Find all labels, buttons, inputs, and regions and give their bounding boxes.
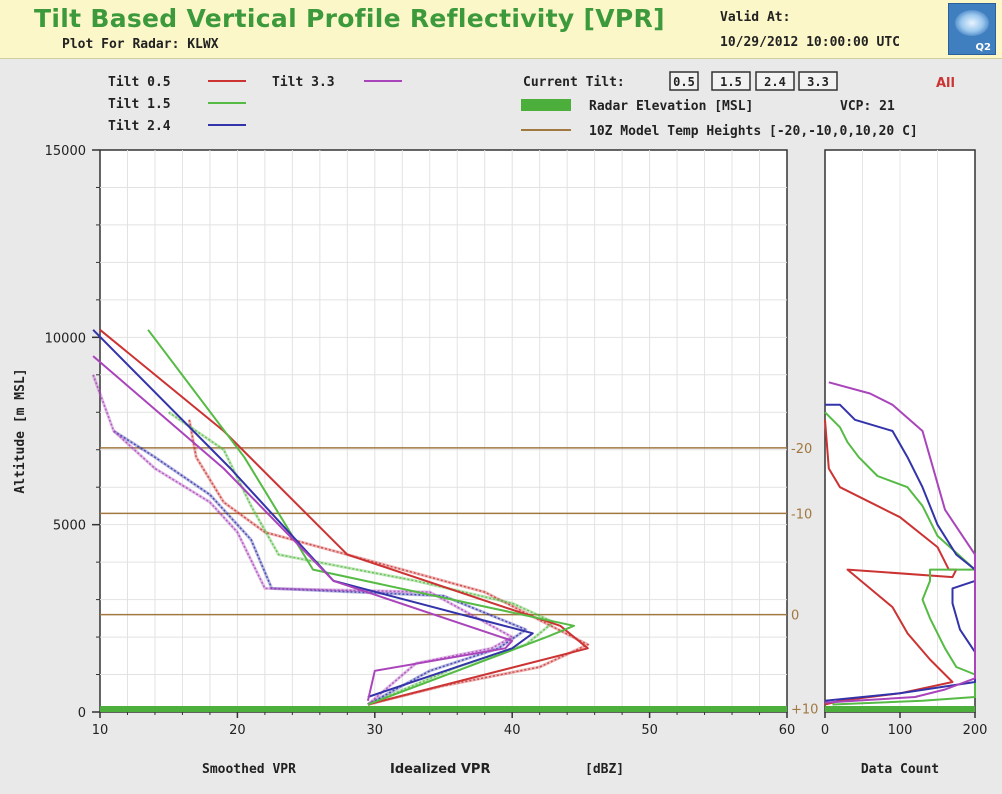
- x-tick-label: 50: [641, 723, 658, 738]
- vpr-grid: [100, 150, 787, 712]
- legend-label-tilt-3-3: Tilt 3.3: [272, 75, 335, 90]
- radar-elevation-bar: [100, 706, 787, 712]
- tilt-button-2-4-label: 2.4: [764, 75, 786, 89]
- x-axis-label-units: [dBZ]: [585, 762, 624, 777]
- x-tick-label: 10: [92, 723, 109, 738]
- data-count-axis-label: Data Count: [861, 762, 939, 777]
- radar-elevation-label: Radar Elevation [MSL]: [589, 99, 753, 114]
- vcp-label: VCP: 21: [840, 99, 895, 114]
- q2-logo-text: Q2: [975, 42, 991, 53]
- temp-heights-label: 10Z Model Temp Heights [-20,-10,0,10,20 …: [589, 124, 918, 139]
- radar-disc-icon: [955, 10, 989, 36]
- x-axis-label-idealized: Idealized VPR: [390, 762, 490, 777]
- page-title: Tilt Based Vertical Profile Reflectivity…: [34, 4, 665, 33]
- idealized-vpr-line: [92, 329, 534, 698]
- data-count-axes: 0 100 200: [821, 712, 988, 738]
- count-x-tick-label: 200: [963, 723, 988, 738]
- tilt-legend: Tilt 0.5 Tilt 1.5 Tilt 2.4 Tilt 3.3: [108, 75, 402, 134]
- tilt-button-0-5-label: 0.5: [673, 75, 695, 89]
- radar-subtitle: Plot For Radar: KLWX: [62, 37, 219, 52]
- tilt-button-3-3-label: 3.3: [807, 75, 829, 89]
- current-tilt-label: Current Tilt:: [523, 75, 625, 90]
- temp-height-label: -10: [791, 507, 812, 522]
- data-count-line: [824, 419, 958, 706]
- x-tick-label: 30: [367, 723, 384, 738]
- current-tilt-controls: Current Tilt: 0.5 1.5 2.4 3.3 All: [523, 71, 955, 91]
- idealized-vpr-line: [147, 329, 575, 706]
- radar-elevation-swatch: [521, 99, 571, 111]
- legend-label-tilt-2-4: Tilt 2.4: [108, 119, 171, 134]
- legend-label-tilt-1-5: Tilt 1.5: [108, 97, 171, 112]
- data-count-series: [824, 381, 976, 706]
- all-tilts-button[interactable]: All: [936, 76, 955, 91]
- smoothed-vpr-line: [112, 429, 528, 706]
- smoothed-vpr-dots: [188, 419, 590, 706]
- data-count-line: [824, 381, 976, 704]
- overlay-legend: Radar Elevation [MSL] VCP: 21 10Z Model …: [521, 99, 918, 139]
- y-axis-label: Altitude [m MSL]: [13, 368, 28, 493]
- x-tick-label: 40: [504, 723, 521, 738]
- x-tick-label: 60: [779, 723, 796, 738]
- y-tick-label: 5000: [53, 519, 86, 534]
- count-x-tick-label: 100: [888, 723, 913, 738]
- tilt-button-1-5[interactable]: 1.5: [711, 71, 751, 91]
- valid-at-value: 10/29/2012 10:00:00 UTC: [720, 35, 901, 50]
- temp-height-label: +10: [791, 702, 818, 717]
- x-axis-label-smoothed: Smoothed VPR: [202, 762, 296, 777]
- count-x-tick-label: 0: [821, 723, 829, 738]
- vpr-axes: 10 20 30 40 50 60 0 5000 10000 15000: [45, 144, 796, 738]
- valid-at-label: Valid At:: [720, 10, 791, 25]
- legend-label-tilt-0-5: Tilt 0.5: [108, 75, 171, 90]
- tilt-button-2-4[interactable]: 2.4: [755, 71, 795, 91]
- idealized-vpr-line: [92, 355, 514, 702]
- tilt-button-0-5[interactable]: 0.5: [669, 71, 699, 91]
- data-count-elevation-bar: [825, 706, 975, 712]
- idealized-vpr-series: [92, 329, 589, 706]
- x-tick-label: 20: [229, 723, 246, 738]
- y-tick-label: 15000: [45, 144, 86, 159]
- tilt-button-3-3[interactable]: 3.3: [798, 71, 838, 91]
- y-tick-label: 10000: [45, 331, 86, 346]
- temp-height-label: -20: [791, 442, 812, 457]
- y-tick-label: 0: [78, 706, 86, 721]
- title-bar: Tilt Based Vertical Profile Reflectivity…: [0, 0, 1002, 59]
- idealized-vpr-line: [99, 329, 589, 706]
- vpr-plot-area: [99, 149, 788, 713]
- smoothed-vpr-dots: [92, 374, 514, 706]
- tilt-button-1-5-label: 1.5: [720, 75, 742, 89]
- temp-height-label: 0: [791, 609, 799, 624]
- q2-logo-icon: Q2: [948, 3, 996, 55]
